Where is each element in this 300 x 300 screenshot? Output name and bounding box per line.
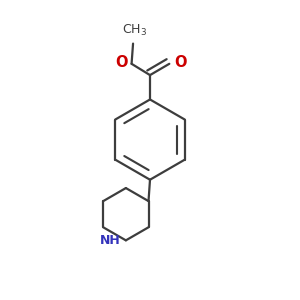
Text: CH$_3$: CH$_3$ — [122, 23, 147, 38]
Text: NH: NH — [100, 235, 121, 248]
Text: O: O — [175, 55, 187, 70]
Text: O: O — [115, 55, 128, 70]
